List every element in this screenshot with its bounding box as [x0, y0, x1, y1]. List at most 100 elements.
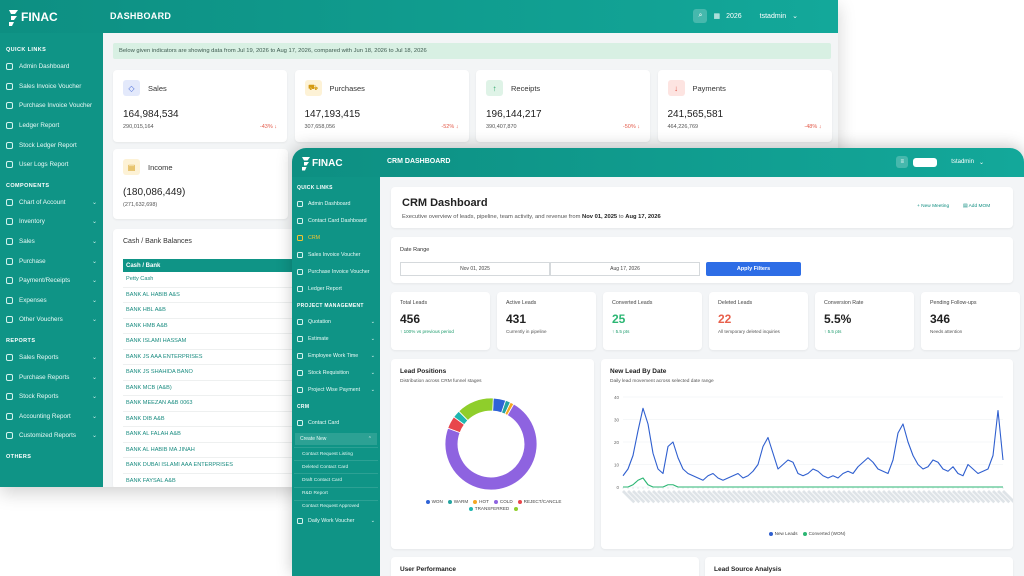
sidebar-item[interactable]: Customized Reports ⌄: [0, 426, 103, 446]
cash-row[interactable]: BANK AL HABIB MA JINAH: [123, 443, 303, 458]
cash-row[interactable]: BANK MEEZAN A&B 0063: [123, 396, 303, 412]
user-menu[interactable]: tstadmin: [759, 12, 787, 20]
legend-label: TRANSFERRED: [474, 506, 510, 511]
sidebar-subitem[interactable]: Contact Request Listing: [294, 447, 378, 460]
sidebar-item[interactable]: Ledger Report: [0, 116, 103, 136]
sidebar-item[interactable]: Other Vouchers ⌄: [0, 310, 103, 330]
legend-item[interactable]: REJECT/CANCLE: [517, 499, 562, 504]
cash-row[interactable]: BANK DIB A&B: [123, 412, 303, 427]
create-new-label: Create New: [300, 436, 327, 442]
legend-item[interactable]: New Leads: [768, 531, 798, 536]
cash-row[interactable]: Petty Cash: [123, 272, 303, 288]
sidebar-item[interactable]: Contact Card: [292, 414, 380, 431]
legend-item[interactable]: HOT: [473, 499, 489, 504]
cash-row[interactable]: BANK AL HABIB A&S: [123, 288, 303, 303]
sidebar-item[interactable]: Purchase Invoice Voucher: [292, 263, 380, 280]
donut-slice[interactable]: [444, 403, 538, 491]
sidebar-item[interactable]: Expenses ⌄: [0, 291, 103, 311]
chevron-down-icon[interactable]: ⌄: [792, 13, 798, 20]
x-tick-label: [957, 490, 971, 504]
legend-item[interactable]: Converted (WON): [802, 531, 845, 536]
cash-row[interactable]: BANK HBL A&B: [123, 303, 303, 319]
legend-item[interactable]: TRANSFERRED: [468, 506, 510, 511]
sidebar-item-label: CRM: [308, 234, 321, 241]
sidebar-item[interactable]: Purchase ⌄: [0, 251, 103, 271]
sidebar-item[interactable]: Employee Work Time ⌄: [292, 347, 380, 364]
sidebar-item[interactable]: Chart of Account ⌄: [0, 193, 103, 213]
sidebar-item[interactable]: Stock Ledger Report: [0, 135, 103, 155]
legend-label: REJECT/CANCLE: [523, 499, 562, 504]
sidebar-subitem[interactable]: Deleted Contact Card: [294, 460, 378, 473]
x-tick-label: [927, 490, 941, 504]
legend-item[interactable]: WARM: [447, 499, 468, 504]
date-to-input[interactable]: Aug 17, 2026: [550, 262, 700, 276]
sidebar-item[interactable]: Estimate ⌄: [292, 330, 380, 347]
sidebar-subitem[interactable]: Draft Contact Card: [294, 473, 378, 486]
legend-swatch: [768, 531, 773, 536]
dollar-icon: [6, 238, 13, 246]
x-tick-label: [882, 490, 896, 504]
sidebar-item[interactable]: Admin Dashboard: [292, 195, 380, 212]
legend-item[interactable]: [514, 506, 519, 511]
menu-icon[interactable]: ≡: [896, 156, 909, 168]
panel-title: User Performance: [400, 566, 456, 573]
add-mom-button[interactable]: ▤ Add MOM: [963, 204, 990, 209]
sidebar-item[interactable]: Contact Card Dashboard: [292, 212, 380, 229]
cash-row[interactable]: BANK HMB A&B: [123, 319, 303, 334]
sidebar-item[interactable]: Payment/Receipts ⌄: [0, 271, 103, 291]
year-selector[interactable]: 2026: [726, 12, 742, 20]
create-new-toggle[interactable]: Create New ⌃: [295, 433, 377, 445]
cash-row[interactable]: BANK MCB (A&B): [123, 381, 303, 396]
sidebar-item[interactable]: Stock Reports ⌄: [0, 387, 103, 407]
sidebar-section: PROJECT MANAGEMENT: [297, 303, 364, 309]
sidebar-item[interactable]: Sales ⌄: [0, 232, 103, 252]
kpi-note: ↑ 5.5 pts: [824, 329, 842, 334]
sidebar-item[interactable]: Project Wise Payment ⌄: [292, 381, 380, 398]
kpi-card: Total Leads 456 ↑ 100% vs previous period: [391, 292, 490, 350]
user-menu[interactable]: tstadmin: [951, 159, 974, 165]
new-meeting-button[interactable]: + New Meeting: [917, 204, 950, 209]
report-icon: [6, 432, 13, 440]
legend-item[interactable]: COLD: [493, 499, 513, 504]
sidebar-item[interactable]: Inventory ⌄: [0, 212, 103, 232]
sidebar-item[interactable]: Purchase Reports ⌄: [0, 367, 103, 387]
apply-filters-button[interactable]: Apply Filters: [706, 262, 801, 276]
cash-row[interactable]: BANK ISLAMI HASSAM: [123, 334, 303, 350]
sidebar-item[interactable]: Ledger Report: [292, 280, 380, 297]
kpi-value: 431: [506, 312, 527, 326]
sidebar-item[interactable]: Stock Requisition ⌄: [292, 364, 380, 381]
sidebar-item[interactable]: Admin Dashboard: [0, 57, 103, 77]
sidebar-item[interactable]: Purchase Invoice Voucher: [0, 96, 103, 116]
donut-slice[interactable]: [458, 397, 494, 422]
y-tick-label: 30: [614, 418, 620, 423]
x-tick-label: [662, 490, 676, 504]
chevron-down-icon[interactable]: ⌄: [978, 159, 984, 166]
legend-item[interactable]: WON: [425, 499, 443, 504]
sidebar-item[interactable]: Sales Reports ⌄: [0, 348, 103, 368]
sidebar-item[interactable]: Sales Invoice Voucher: [0, 77, 103, 97]
sidebar-item[interactable]: Accounting Report ⌄: [0, 407, 103, 427]
lead-positions-donut: [444, 397, 538, 491]
sidebar-item[interactable]: CRM: [292, 229, 380, 246]
cash-row[interactable]: BANK FAYSAL A&B: [123, 474, 303, 488]
cash-row[interactable]: BANK JS SHAHIDA BANO: [123, 365, 303, 381]
sidebar-subitem[interactable]: Contact Request Approved: [294, 499, 378, 513]
x-tick-label: [767, 490, 781, 504]
search-pill[interactable]: [913, 157, 938, 167]
sidebar-item[interactable]: User Logs Report: [0, 155, 103, 175]
panel-title: New Lead By Date: [610, 368, 667, 375]
sidebar-item[interactable]: Daily Work Voucher ⌄: [292, 513, 380, 530]
sidebar-item[interactable]: Quotation ⌄: [292, 313, 380, 330]
sidebar-item[interactable]: Sales Invoice Voucher: [292, 246, 380, 263]
date-from-input[interactable]: Nov 01, 2025: [400, 262, 550, 276]
cash-row[interactable]: BANK DUBAI ISLAMI AAA ENTERPRISES: [123, 458, 303, 474]
card-prev: 464,226,769: [667, 124, 699, 130]
cash-row[interactable]: BANK AL FALAH A&B: [123, 427, 303, 443]
voucher-icon: [6, 316, 13, 324]
chevron-down-icon: ⌄: [91, 297, 97, 304]
cash-row[interactable]: BANK JS AAA ENTERPRISES: [123, 350, 303, 365]
x-tick-label: [917, 490, 931, 504]
search-icon[interactable]: ⌕: [693, 9, 708, 23]
sidebar-subitem[interactable]: R&D Report: [294, 486, 378, 500]
date-range-label: Date Range: [400, 247, 430, 253]
